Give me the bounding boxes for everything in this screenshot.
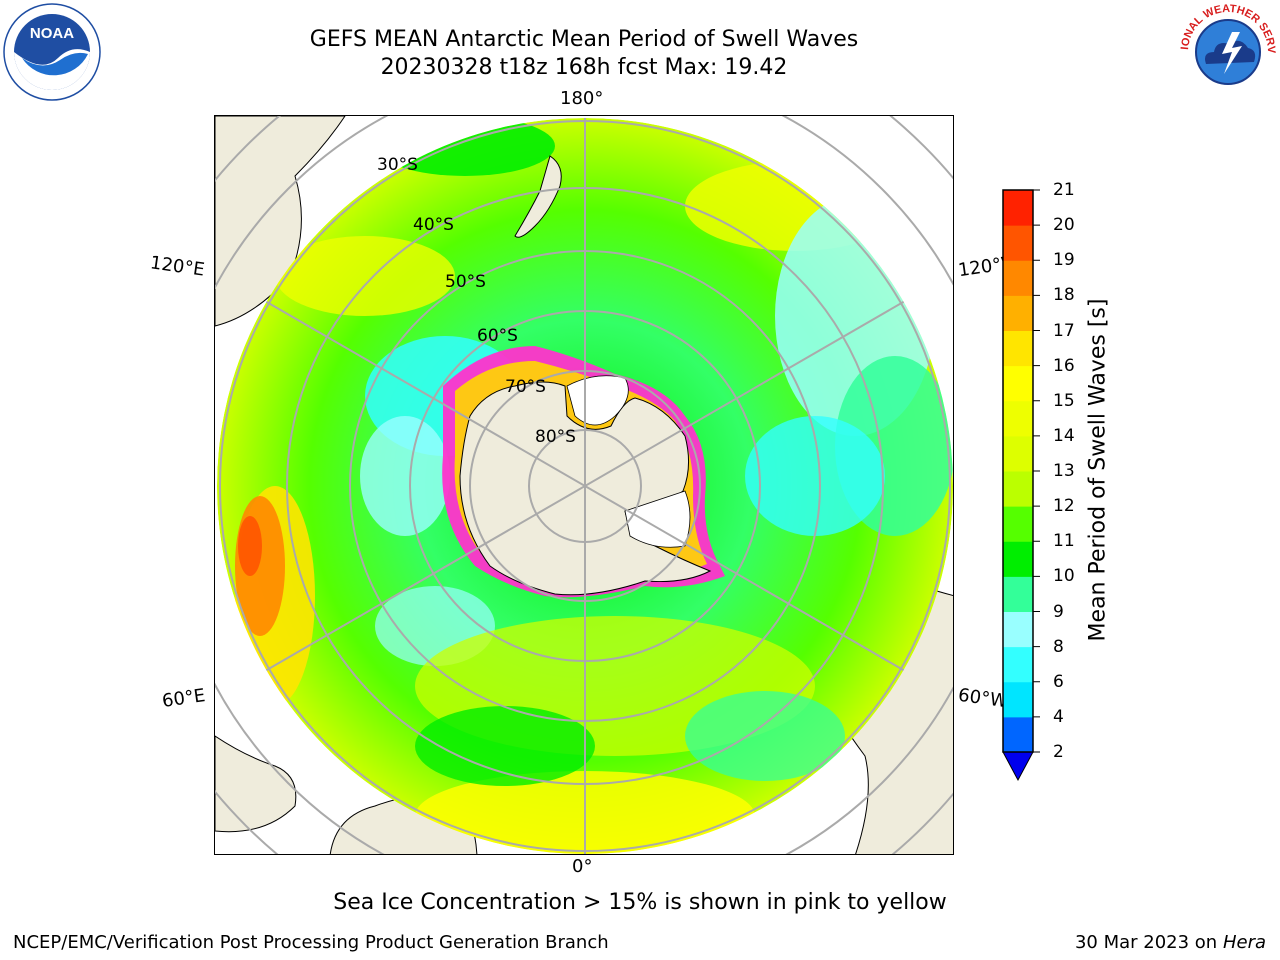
- colorbar-tick-label: 11: [1053, 531, 1075, 552]
- map-subtitle: 20230328 t18z 168h fcst Max: 19.42: [380, 55, 788, 80]
- colorbar-tick-label: 16: [1053, 355, 1075, 376]
- colorbar-segment: [1003, 471, 1033, 507]
- colorbar-segment: [1003, 225, 1033, 261]
- colorbar-segment: [1003, 506, 1033, 542]
- colorbar-segment: [1003, 295, 1033, 331]
- colorbar-tick-label: 20: [1053, 215, 1075, 236]
- field-patch: [360, 416, 450, 536]
- colorbar-title: Mean Period of Swell Waves [s]: [1085, 298, 1111, 642]
- colorbar-segment: [1003, 365, 1033, 402]
- colorbar-segment: [1003, 541, 1033, 577]
- colorbar-tick-label: 21: [1053, 180, 1075, 200]
- colorbar-under-triangle: [1002, 751, 1034, 782]
- lon-label-0: 0°: [572, 856, 593, 877]
- lat-label: 40°S: [413, 215, 454, 235]
- colorbar-tick-label: 14: [1053, 425, 1075, 446]
- field-patch: [745, 416, 885, 536]
- colorbar-tick-label: 12: [1053, 496, 1075, 517]
- polar-map: 30°S 40°S 50°S 60°S 70°S 80°S: [215, 116, 953, 854]
- colorbar-tick-label: 19: [1053, 250, 1075, 271]
- colorbar-segment: [1003, 646, 1033, 683]
- colorbar-segment: [1003, 681, 1033, 718]
- colorbar-segment: [1003, 435, 1033, 472]
- colorbar-segment: [1003, 190, 1033, 226]
- footer-machine: Hera: [1222, 932, 1266, 953]
- colorbar-tick-label: 4: [1053, 706, 1064, 727]
- field-patch: [685, 691, 845, 781]
- ice-shelf-ross: [566, 375, 629, 426]
- nws-logo: NATIONAL WEATHER SERVICE: [1178, 2, 1277, 100]
- field-patch: [415, 706, 595, 786]
- lon-label-180: 180°: [560, 88, 604, 109]
- lat-label: 70°S: [505, 377, 546, 397]
- latitude-labels: 30°S 40°S 50°S 60°S 70°S 80°S: [377, 155, 576, 447]
- colorbar-tick-label: 10: [1053, 566, 1075, 587]
- footer-branch: NCEP/EMC/Verification Post Processing Pr…: [13, 932, 609, 953]
- lon-label-120e: 120°E: [148, 252, 206, 281]
- colorbar-tick-label: 17: [1053, 320, 1075, 341]
- lat-label: 30°S: [377, 155, 418, 175]
- colorbar-segment: [1003, 716, 1033, 753]
- colorbar-tick-label: 2: [1053, 742, 1064, 762]
- map-frame: 30°S 40°S 50°S 60°S 70°S 80°S: [214, 115, 954, 855]
- colorbar-tick-label: 15: [1053, 390, 1075, 411]
- colorbar-tick-label: 6: [1053, 671, 1064, 692]
- ice-shelf-weddell: [624, 490, 691, 548]
- noaa-logo-text: NOAA: [30, 25, 74, 42]
- graticule: [219, 118, 951, 854]
- lat-label: 60°S: [477, 326, 518, 346]
- footer-date: 30 Mar 2023 on Hera: [1075, 932, 1266, 953]
- colorbar-segment: [1003, 400, 1033, 437]
- colorbar-segment: [1003, 611, 1033, 648]
- field-patch: [238, 516, 262, 576]
- colorbar-segment: [1003, 576, 1033, 612]
- lat-label: 80°S: [535, 427, 576, 447]
- map-title: GEFS MEAN Antarctic Mean Period of Swell…: [309, 27, 859, 52]
- colorbar: [1002, 189, 1040, 782]
- new-zealand: [514, 155, 562, 238]
- colorbar-tick-label: 18: [1053, 285, 1075, 306]
- noaa-logo: NOAA: [3, 3, 101, 101]
- colorbar-tick-label: 9: [1053, 601, 1064, 622]
- colorbar-tick-label: 8: [1053, 636, 1064, 657]
- ice-caption: Sea Ice Concentration > 15% is shown in …: [333, 890, 947, 915]
- colorbar-tick-label: 13: [1053, 461, 1075, 481]
- colorbar-segment: [1003, 260, 1033, 296]
- field-patch: [275, 236, 455, 316]
- lat-label: 50°S: [445, 272, 486, 292]
- colorbar-segment: [1003, 330, 1033, 367]
- lon-label-60e: 60°E: [160, 685, 207, 712]
- footer-date-text: 30 Mar 2023 on: [1074, 932, 1218, 953]
